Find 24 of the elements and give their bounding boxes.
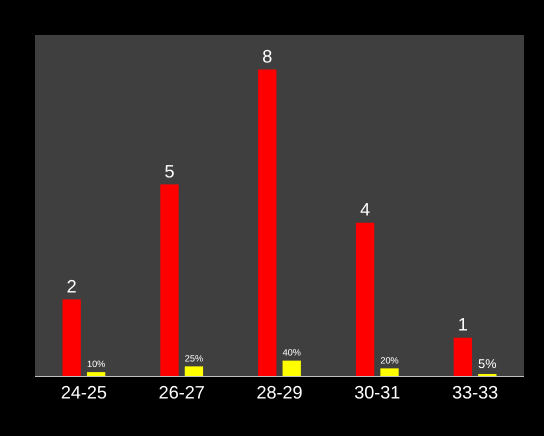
data-label: 40%: [282, 348, 301, 358]
bar: [86, 372, 106, 376]
bar: [380, 368, 399, 376]
x-tick-label: 26-27: [158, 382, 205, 403]
bar: [184, 366, 204, 376]
data-label: 20%: [380, 355, 399, 366]
data-label: 2: [66, 276, 77, 296]
data-label: 1: [458, 314, 468, 335]
bar: [454, 338, 472, 376]
data-label: 8: [262, 46, 272, 66]
x-tick-label: 33-33: [452, 382, 498, 403]
bar: [160, 184, 179, 376]
x-tick-label: 28-29: [256, 382, 303, 403]
data-label: 5%: [478, 357, 496, 372]
data-label: 4: [360, 200, 370, 220]
bar: [282, 360, 301, 376]
bar: [62, 299, 81, 376]
data-label: 10%: [86, 359, 106, 370]
x-tick-label: 30-31: [354, 382, 400, 403]
data-label: 5: [164, 161, 174, 182]
data-label: 25%: [184, 353, 204, 364]
bar: [258, 69, 276, 376]
bar: [356, 222, 374, 376]
x-tick-label: 24-25: [60, 382, 107, 403]
